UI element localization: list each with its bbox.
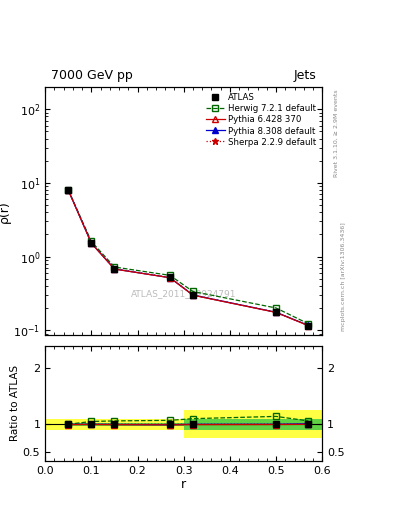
Pythia 6.428 370 xyxy=(89,240,94,246)
Line: Herwig 7.2.1 default: Herwig 7.2.1 default xyxy=(66,187,311,327)
ATLAS xyxy=(306,323,311,329)
Pythia 8.308 default xyxy=(89,240,94,246)
Pythia 6.428 370 xyxy=(66,187,71,193)
Sherpa 2.2.9 default xyxy=(112,266,117,272)
Line: ATLAS: ATLAS xyxy=(65,187,312,329)
Y-axis label: Ratio to ATLAS: Ratio to ATLAS xyxy=(10,365,20,441)
Herwig 7.2.1 default xyxy=(89,239,94,245)
Pythia 8.308 default xyxy=(191,292,195,298)
ATLAS xyxy=(89,240,94,246)
Pythia 6.428 370 xyxy=(112,266,117,272)
Sherpa 2.2.9 default xyxy=(89,240,94,246)
Pythia 6.428 370 xyxy=(191,292,195,298)
Text: mcplots.cern.ch [arXiv:1306.3436]: mcplots.cern.ch [arXiv:1306.3436] xyxy=(342,222,346,331)
Sherpa 2.2.9 default xyxy=(66,187,71,193)
Y-axis label: ρ(r): ρ(r) xyxy=(0,200,11,223)
Herwig 7.2.1 default xyxy=(306,321,311,327)
Line: Pythia 6.428 370: Pythia 6.428 370 xyxy=(66,187,311,329)
Sherpa 2.2.9 default xyxy=(167,274,172,281)
ATLAS xyxy=(112,266,117,272)
Herwig 7.2.1 default xyxy=(112,264,117,270)
Text: ATLAS_2011_S8924791: ATLAS_2011_S8924791 xyxy=(131,289,237,297)
Herwig 7.2.1 default xyxy=(191,288,195,294)
Text: Rivet 3.1.10, ≥ 2.9M events: Rivet 3.1.10, ≥ 2.9M events xyxy=(334,89,338,177)
Pythia 6.428 370 xyxy=(167,274,172,281)
Line: Pythia 8.308 default: Pythia 8.308 default xyxy=(66,187,311,328)
ATLAS xyxy=(191,292,195,298)
ATLAS xyxy=(274,309,279,315)
Sherpa 2.2.9 default xyxy=(306,323,311,329)
Sherpa 2.2.9 default xyxy=(191,292,195,298)
Legend: ATLAS, Herwig 7.2.1 default, Pythia 6.428 370, Pythia 8.308 default, Sherpa 2.2.: ATLAS, Herwig 7.2.1 default, Pythia 6.42… xyxy=(204,91,318,148)
Text: Jets: Jets xyxy=(294,69,317,82)
Herwig 7.2.1 default xyxy=(66,187,71,193)
Herwig 7.2.1 default xyxy=(167,272,172,279)
Pythia 8.308 default xyxy=(306,323,311,329)
Sherpa 2.2.9 default xyxy=(274,309,279,315)
Pythia 8.308 default xyxy=(167,274,172,281)
Pythia 6.428 370 xyxy=(274,309,279,315)
Herwig 7.2.1 default xyxy=(274,305,279,311)
Text: 7000 GeV pp: 7000 GeV pp xyxy=(51,69,132,82)
ATLAS xyxy=(167,274,172,281)
Pythia 8.308 default xyxy=(66,187,71,193)
Line: Sherpa 2.2.9 default: Sherpa 2.2.9 default xyxy=(65,186,312,329)
ATLAS xyxy=(66,187,71,193)
Pythia 8.308 default xyxy=(274,309,279,315)
X-axis label: r: r xyxy=(181,478,186,492)
Pythia 8.308 default xyxy=(112,266,117,272)
Pythia 6.428 370 xyxy=(306,323,311,329)
